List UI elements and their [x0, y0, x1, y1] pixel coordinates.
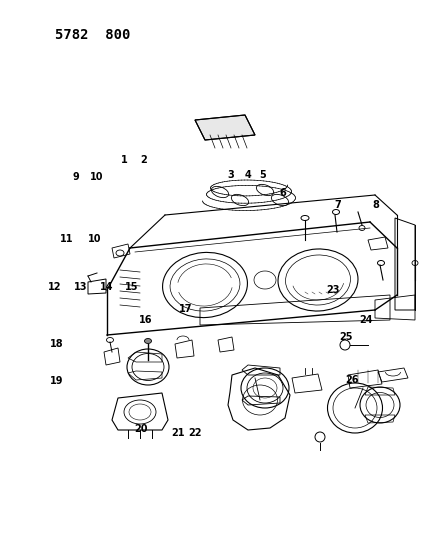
Text: 3: 3 [228, 170, 235, 180]
Text: 13: 13 [74, 282, 87, 292]
Text: 1: 1 [121, 155, 128, 165]
Text: 16: 16 [139, 315, 152, 325]
Text: 15: 15 [125, 282, 139, 292]
Text: 5: 5 [259, 170, 266, 180]
Text: 6: 6 [279, 188, 286, 198]
Text: 5782  800: 5782 800 [55, 28, 131, 42]
Text: 23: 23 [326, 286, 340, 295]
Text: 10: 10 [89, 172, 103, 182]
Text: 7: 7 [335, 200, 342, 210]
Text: 12: 12 [48, 282, 62, 292]
Polygon shape [195, 115, 255, 140]
Text: 10: 10 [88, 234, 102, 244]
Text: 17: 17 [179, 304, 193, 314]
Text: 21: 21 [171, 428, 184, 438]
Text: 18: 18 [50, 339, 63, 349]
Text: 26: 26 [345, 375, 359, 385]
Text: 19: 19 [50, 376, 63, 386]
Text: 2: 2 [140, 155, 147, 165]
Text: 22: 22 [188, 428, 202, 438]
Text: 25: 25 [339, 332, 353, 342]
Text: 8: 8 [372, 200, 379, 210]
Text: 4: 4 [245, 170, 252, 180]
Text: 11: 11 [59, 234, 73, 244]
Text: 20: 20 [134, 424, 148, 434]
Text: 24: 24 [359, 315, 373, 325]
Text: 9: 9 [72, 172, 79, 182]
Text: 14: 14 [100, 282, 114, 292]
Ellipse shape [145, 338, 152, 343]
